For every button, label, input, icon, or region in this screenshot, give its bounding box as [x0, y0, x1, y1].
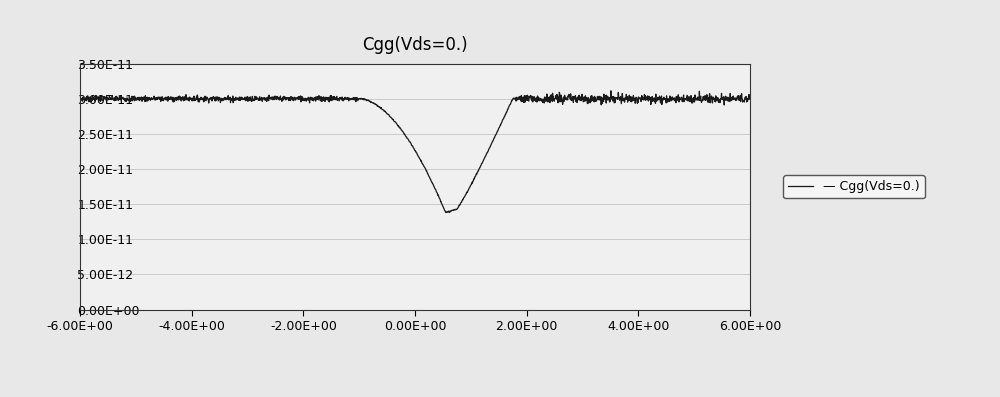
— Cgg(Vds=0.) [725, 98, 737, 103]
Line: — Cgg(Vds=0.): — Cgg(Vds=0.) [80, 91, 750, 212]
— Cgg(Vds=0.) [400, 134, 412, 139]
— Cgg(Vds=0.) [602, 98, 614, 102]
— Cgg(Vds=0.) [605, 89, 617, 93]
— Cgg(Vds=0.) [725, 95, 737, 100]
— Cgg(Vds=0.) [744, 97, 756, 102]
Legend: — Cgg(Vds=0.): — Cgg(Vds=0.) [783, 175, 925, 198]
— Cgg(Vds=0.) [108, 96, 120, 100]
Title: Cgg(Vds=0.): Cgg(Vds=0.) [362, 36, 468, 54]
— Cgg(Vds=0.) [440, 210, 452, 215]
— Cgg(Vds=0.) [74, 94, 86, 99]
— Cgg(Vds=0.) [382, 112, 394, 117]
